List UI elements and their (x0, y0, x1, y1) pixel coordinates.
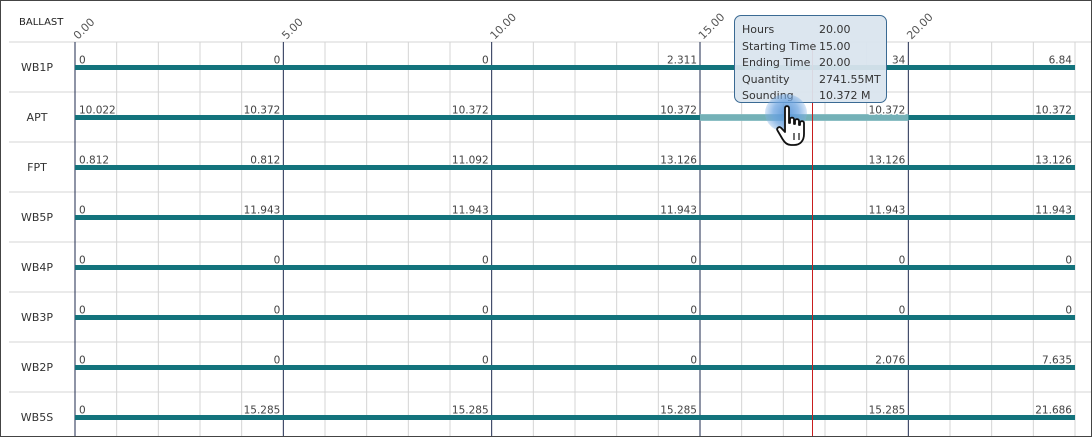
data-label: 0 (79, 205, 86, 217)
tank-bar (75, 65, 1075, 70)
segment-tooltip: Hours 20.00 Starting Time 15.00 Ending T… (734, 15, 887, 103)
tooltip-row-hours: Hours 20.00 (742, 22, 886, 39)
tank-bar (75, 165, 1075, 170)
data-label: 13.126 (660, 155, 697, 167)
data-label: 0 (79, 55, 86, 67)
row-label-wb5p: WB5P (20, 211, 54, 224)
tooltip-key: Ending Time (742, 56, 811, 69)
data-label: 11.943 (869, 205, 906, 217)
tank-bar (75, 415, 1075, 420)
row-label-fpt: FPT (27, 161, 47, 174)
tooltip-value: 2741.55MT (819, 72, 881, 86)
data-label: 10.372 (869, 105, 906, 117)
tooltip-row-quantity: Quantity 2741.55MT (742, 72, 886, 89)
data-label: 6.84 (1049, 55, 1073, 67)
data-label: 11.943 (660, 205, 697, 217)
row-label-wb5s: WB5S (20, 411, 54, 424)
tank-bar (75, 315, 1075, 320)
data-label: 0 (274, 55, 281, 67)
data-label: 13.126 (869, 155, 906, 167)
row-label-wb1p: WB1P (20, 61, 54, 74)
data-label: 10.372 (660, 105, 697, 117)
tooltip-value: 10.372 M (819, 89, 871, 102)
axis-tick-label: 20.00 (904, 11, 935, 42)
tooltip-value: 20.00 (819, 23, 851, 36)
tooltip-row-starting-time: Starting Time 15.00 (742, 39, 886, 56)
data-label: 0 (274, 355, 281, 367)
data-label: 0 (482, 305, 489, 317)
data-label: 0 (79, 405, 86, 417)
data-label: 0 (1065, 305, 1072, 317)
data-label: 0 (274, 305, 281, 317)
data-label: 0 (690, 355, 697, 367)
tooltip-value: 15.00 (819, 39, 851, 53)
tank-bar (75, 115, 1075, 120)
data-label: 0 (899, 305, 906, 317)
data-label: 10.372 (1035, 105, 1072, 117)
tooltip-row-sounding: Sounding 10.372 M (742, 88, 886, 105)
data-label: 0 (482, 55, 489, 67)
data-label: 0 (274, 255, 281, 267)
data-label: 0 (482, 255, 489, 267)
row-labels: WB1P APT FPT WB5P WB4P WB3P WB2P WB5S (1, 1, 73, 436)
data-label: 15.285 (660, 405, 697, 417)
data-label: 2.076 (875, 355, 905, 367)
data-label: 11.092 (452, 155, 489, 167)
data-label: 0 (79, 305, 86, 317)
data-label: 0.812 (250, 155, 280, 167)
data-label: 11.943 (244, 205, 281, 217)
data-label: 7.635 (1042, 355, 1072, 367)
data-label: 10.022 (79, 105, 116, 117)
data-label: 15.285 (244, 405, 281, 417)
data-label: 0 (690, 305, 697, 317)
data-label: 0.812 (79, 155, 109, 167)
data-label: 11.943 (1035, 205, 1072, 217)
data-label: 0 (79, 255, 86, 267)
data-label: 15.285 (452, 405, 489, 417)
data-label: 0 (1065, 255, 1072, 267)
hand-pointer-icon (776, 105, 805, 146)
axis-tick-label: 10.00 (488, 11, 519, 42)
tooltip-key: Hours (742, 23, 775, 36)
tank-bar (75, 265, 1075, 270)
data-label: 0 (79, 355, 86, 367)
data-label: 13.126 (1035, 155, 1072, 167)
row-label-wb4p: WB4P (20, 261, 54, 274)
tooltip-key: Starting Time (742, 39, 817, 53)
data-label: 21.686 (1035, 405, 1072, 417)
data-label: 34 (892, 55, 906, 67)
tank-bar (75, 365, 1075, 370)
tooltip-value: 20.00 (819, 56, 851, 69)
data-label: 2.311 (667, 55, 697, 67)
tooltip-row-ending-time: Ending Time 20.00 (742, 55, 886, 72)
axis-tick-label: 15.00 (696, 11, 727, 42)
axis-tick-label: 0.00 (71, 16, 98, 43)
data-label: 10.372 (452, 105, 489, 117)
data-label: 10.372 (244, 105, 281, 117)
data-label: 0 (899, 255, 906, 267)
tank-bar (75, 215, 1075, 220)
row-label-wb2p: WB2P (20, 361, 54, 374)
tooltip-key: Quantity (742, 72, 790, 86)
row-label-wb3p: WB3P (20, 311, 54, 324)
row-label-apt: APT (26, 111, 48, 124)
data-label: 15.285 (869, 405, 906, 417)
axis-tick-label: 5.00 (279, 16, 306, 43)
data-label: 0 (482, 355, 489, 367)
data-label: 11.943 (452, 205, 489, 217)
data-label: 0 (690, 255, 697, 267)
panel-title: BALLAST (19, 17, 64, 28)
